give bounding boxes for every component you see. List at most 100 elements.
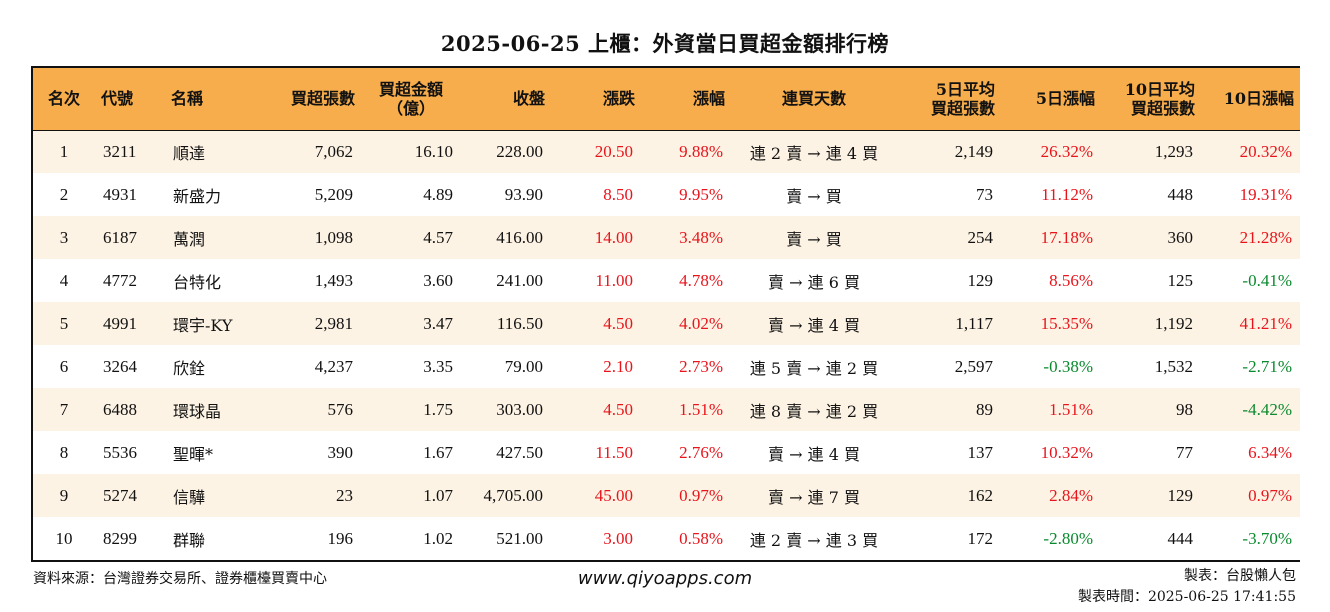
cell-avg5: 172 [967,528,994,548]
cell-name: 萬潤 [173,229,206,249]
cell-code: 3211 [103,141,137,161]
cell-avg10: 448 [1167,184,1194,204]
cell-streak: 連 8 賣 → 連 2 買 [749,401,879,421]
website-link[interactable]: www.qiyoapps.com [577,568,753,589]
cell-net-buy-amount: 3.60 [423,270,453,290]
cell-avg5: 73 [976,184,993,204]
cell-chg5: -0.38% [1043,356,1093,376]
cell-net-buy-amount: 4.57 [423,227,453,247]
cell-avg5: 254 [967,227,994,247]
cell-code: 5274 [103,485,137,505]
cell-avg5: 2,597 [954,356,993,376]
cell-close: 521.00 [496,528,543,548]
cell-chg5: 2.84% [1049,485,1093,505]
cell-avg10: 77 [1176,442,1193,462]
cell-change-pct: 9.88% [679,141,723,161]
cell-net-buy-amount: 16.10 [414,141,453,161]
page-title: 2025-06-25 上櫃：外資當日買超金額排行榜 [440,31,890,56]
cell-rank: 9 [59,485,69,505]
header-avg5-line2: 買超張數 [930,98,995,118]
header-net-buy-amount-line2: （億） [386,98,435,118]
cell-chg10: 21.28% [1239,227,1292,247]
table-row: 3 6187 萬潤 1,098 4.57 416.00 14.00 3.48% 賣 → 買 254… [33,216,1300,259]
cell-code: 5536 [103,442,137,462]
header-net-buy-amount: 買超金額 （億） [361,68,461,131]
cell-change-pct: 9.95% [679,184,723,204]
cell-avg10: 1,293 [1154,141,1193,161]
cell-chg10: 19.31% [1239,184,1292,204]
cell-rank: 10 [55,528,73,548]
cell-change-pct: 2.73% [679,356,723,376]
cell-chg5: 11.12% [1041,184,1093,204]
cell-streak: 賣 → 買 [786,186,842,206]
cell-rank: 7 [59,399,69,419]
header-close: 收盤 [461,68,551,131]
cell-streak: 賣 → 連 4 買 [768,444,860,464]
cell-avg10: 98 [1176,399,1193,419]
table-body: 1 3211 順達 7,062 16.10 228.00 20.50 9.88% 連 2 賣 →… [33,130,1300,560]
cell-avg10: 360 [1167,227,1194,247]
table-row: 4 4772 台特化 1,493 3.60 241.00 11.00 4.78% 賣 → 連 6… [33,259,1300,302]
ranking-table-container: 名次 代號 名稱 買超張數 買超金額 （億） 收盤 漲跌 漲幅 連買天數 5日平… [31,66,1300,562]
cell-net-buy-lots: 1,493 [314,270,353,290]
cell-streak: 賣 → 買 [786,229,842,249]
header-avg10: 10日平均 買超張數 [1101,68,1201,131]
cell-avg10: 444 [1167,528,1194,548]
cell-name: 欣銓 [173,358,206,378]
cell-net-buy-lots: 23 [336,485,353,505]
cell-change: 14.00 [594,227,633,247]
cell-avg10: 129 [1167,485,1194,505]
table-row: 7 6488 環球晶 576 1.75 303.00 4.50 1.51% 連 8 賣 → 連 … [33,388,1300,431]
cell-code: 8299 [103,528,137,548]
header-name: 名稱 [165,68,265,131]
cell-net-buy-amount: 3.47 [423,313,453,333]
cell-change-pct: 0.58% [679,528,723,548]
made-time: 製表時間：2025-06-25 17:41:55 [1077,589,1296,605]
header-avg10-line2: 買超張數 [1130,98,1195,118]
header-avg5-line1: 5日平均 [935,79,995,99]
cell-streak: 賣 → 連 6 買 [768,272,860,292]
header-avg5: 5日平均 買超張數 [897,68,1001,131]
cell-net-buy-lots: 576 [327,399,354,419]
cell-rank: 3 [59,227,69,247]
cell-chg5: 26.32% [1040,141,1093,161]
cell-chg5: -2.80% [1043,528,1093,548]
cell-net-buy-amount: 1.02 [423,528,453,548]
cell-avg5: 1,117 [955,313,993,333]
header-net-buy-amount-line1: 買超金額 [378,79,443,99]
cell-chg10: -2.71% [1242,356,1292,376]
data-source: 資料來源：台灣證券交易所、證券櫃檯買賣中心 [33,571,327,587]
cell-chg10: 41.21% [1239,313,1292,333]
cell-name: 群聯 [173,530,206,550]
cell-avg10: 1,192 [1154,313,1193,333]
cell-close: 4,705.00 [483,485,544,505]
cell-chg5: 15.35% [1040,313,1093,333]
header-streak: 連買天數 [731,68,897,131]
header-chg10: 10日漲幅 [1201,68,1300,131]
cell-rank: 6 [59,356,69,376]
cell-name: 順達 [173,143,206,163]
cell-close: 241.00 [496,270,543,290]
cell-change-pct: 4.02% [679,313,723,333]
cell-net-buy-lots: 4,237 [314,356,353,376]
cell-avg5: 162 [967,485,994,505]
ranking-table: 名次 代號 名稱 買超張數 買超金額 （億） 收盤 漲跌 漲幅 連買天數 5日平… [33,68,1300,560]
cell-chg5: 17.18% [1040,227,1093,247]
cell-change: 45.00 [594,485,633,505]
cell-net-buy-lots: 390 [327,442,354,462]
table-row: 9 5274 信驊 23 1.07 4,705.00 45.00 0.97% 賣 → 連 7 買… [33,474,1300,517]
cell-streak: 賣 → 連 4 買 [768,315,860,335]
cell-code: 6488 [103,399,137,419]
cell-close: 228.00 [496,141,543,161]
cell-name: 信驊 [173,487,206,507]
table-row: 1 3211 順達 7,062 16.10 228.00 20.50 9.88% 連 2 賣 →… [33,130,1300,173]
cell-close: 303.00 [496,399,543,419]
cell-close: 116.50 [496,313,543,333]
cell-avg5: 129 [967,270,994,290]
cell-rank: 4 [59,270,69,290]
cell-net-buy-amount: 1.07 [423,485,453,505]
cell-chg5: 8.56% [1049,270,1093,290]
cell-code: 3264 [103,356,137,376]
cell-chg10: -3.70% [1242,528,1292,548]
header-change-pct: 漲幅 [641,68,731,131]
